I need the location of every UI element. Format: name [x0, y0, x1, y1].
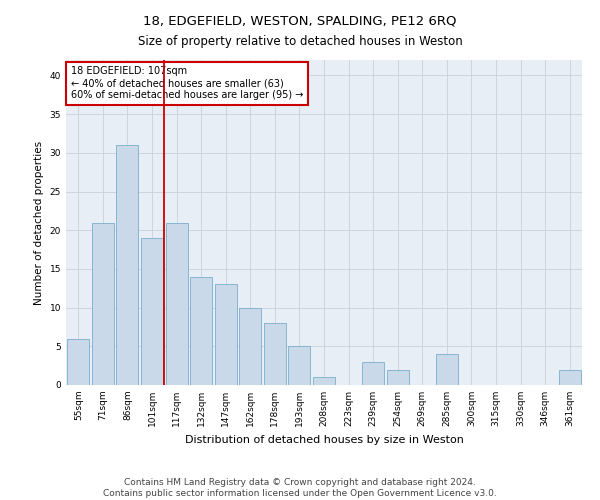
Bar [559, 370, 581, 385]
Text: Contains HM Land Registry data © Crown copyright and database right 2024.
Contai: Contains HM Land Registry data © Crown c… [103, 478, 497, 498]
Bar [67, 338, 89, 385]
Bar [92, 222, 114, 385]
Bar [289, 346, 310, 385]
Bar [264, 323, 286, 385]
Bar [166, 222, 188, 385]
X-axis label: Distribution of detached houses by size in Weston: Distribution of detached houses by size … [185, 434, 463, 444]
Y-axis label: Number of detached properties: Number of detached properties [34, 140, 44, 304]
Bar [239, 308, 262, 385]
Bar [116, 145, 139, 385]
Bar [190, 276, 212, 385]
Bar [362, 362, 384, 385]
Bar [436, 354, 458, 385]
Bar [386, 370, 409, 385]
Bar [313, 378, 335, 385]
Bar [141, 238, 163, 385]
Bar [215, 284, 237, 385]
Text: 18 EDGEFIELD: 107sqm
← 40% of detached houses are smaller (63)
60% of semi-detac: 18 EDGEFIELD: 107sqm ← 40% of detached h… [71, 66, 304, 100]
Text: 18, EDGEFIELD, WESTON, SPALDING, PE12 6RQ: 18, EDGEFIELD, WESTON, SPALDING, PE12 6R… [143, 15, 457, 28]
Text: Size of property relative to detached houses in Weston: Size of property relative to detached ho… [137, 35, 463, 48]
